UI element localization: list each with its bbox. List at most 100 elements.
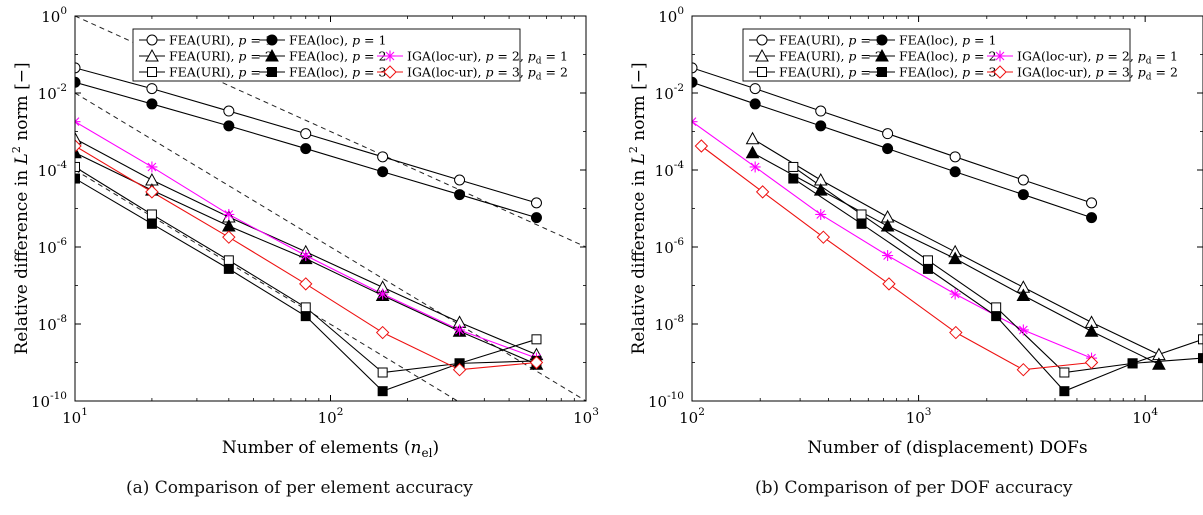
a-xtick-label-2: 103 xyxy=(573,406,599,427)
b-legend-marker-3 xyxy=(875,48,889,62)
b-point-7-5 xyxy=(1016,362,1031,377)
b-point-5-3 xyxy=(991,302,1002,313)
a-point-1-6 xyxy=(530,212,542,224)
legend-label-a-2: FEA(URI), p = 2 xyxy=(169,49,273,64)
a-point-6-3 xyxy=(300,311,311,322)
a-point-7-3 xyxy=(299,277,313,291)
b-point-5-0 xyxy=(788,161,799,172)
a-point-0-6 xyxy=(530,197,542,209)
a-point-6-4 xyxy=(377,386,388,397)
a-point-4-4 xyxy=(377,288,389,300)
b-point-5-1 xyxy=(856,209,867,220)
b-point-0-4 xyxy=(949,151,961,163)
a-legend-marker-4 xyxy=(384,50,396,62)
b-point-7-6 xyxy=(1084,355,1099,370)
legend-label-a-5: FEA(URI), p = 3 xyxy=(169,65,273,80)
a-point-7-6 xyxy=(529,355,544,370)
a-point-6-1 xyxy=(146,218,157,229)
b-point-3-1 xyxy=(813,183,828,196)
b-axes-frame xyxy=(691,15,1203,402)
a-ytick-label-0: 100 xyxy=(41,5,67,26)
b-point-1-1 xyxy=(749,98,761,110)
a-point-7-1 xyxy=(145,185,159,199)
b-xtick-label-2: 104 xyxy=(1132,406,1158,427)
b-point-0-5 xyxy=(1017,174,1029,186)
b-x-axis-label: Number of (displacement) DOFs xyxy=(807,438,1087,458)
b-legend-marker-4 xyxy=(994,50,1006,62)
a-ytick-label-4: 10-8 xyxy=(38,313,67,334)
a-point-1-2 xyxy=(223,120,235,132)
b-ytick-label-5: 10-10 xyxy=(648,390,684,411)
a-point-4-1 xyxy=(146,161,158,173)
b-point-0-3 xyxy=(882,128,894,140)
legend-label-b-0: FEA(URI), p = 1 xyxy=(779,33,883,48)
a-point-5-6 xyxy=(531,334,542,345)
a-point-1-3 xyxy=(300,143,312,155)
b-point-6-4 xyxy=(1059,386,1070,397)
a-point-7-5 xyxy=(452,362,467,377)
legend-label-a-3: FEA(loc), p = 2 xyxy=(289,49,386,64)
a-point-4-2 xyxy=(223,208,235,220)
a-point-7-2 xyxy=(222,230,236,244)
b-point-3-5 xyxy=(1084,324,1099,337)
b-y-axis-label: Relative difference in L2 norm [−] xyxy=(627,62,649,354)
a-point-1-0 xyxy=(75,76,81,88)
b-ytick-label-3: 10-6 xyxy=(655,236,685,257)
a-point-7-0 xyxy=(75,139,82,153)
a-legend-marker-2 xyxy=(145,48,159,62)
legend-label-b-3: FEA(loc), p = 2 xyxy=(899,49,996,64)
b-ytick-label-0: 100 xyxy=(658,5,684,26)
b-plot-content xyxy=(692,62,1203,397)
legend-label-a-1: FEA(loc), p = 1 xyxy=(289,33,386,48)
b-ytick-label-1: 10-2 xyxy=(655,82,684,103)
b-point-4-2 xyxy=(815,208,827,220)
a-point-0-2 xyxy=(223,105,235,117)
legend-label-a-7: IGA(loc-ur), p = 3, pd = 2 xyxy=(407,65,568,83)
a-point-6-0 xyxy=(75,173,80,184)
b-point-6-0 xyxy=(788,173,799,184)
b-point-5-6 xyxy=(1198,334,1203,345)
a-legend-marker-6 xyxy=(267,67,277,77)
a-point-0-3 xyxy=(300,128,312,140)
a-ytick-label-2: 10-4 xyxy=(38,159,68,180)
b-point-1-3 xyxy=(882,143,894,155)
b-point-7-4 xyxy=(949,325,963,340)
a-point-0-5 xyxy=(454,174,466,186)
a-axes-frame xyxy=(74,15,587,402)
a-xtick-label-1: 102 xyxy=(318,406,344,427)
legend-label-b-2: FEA(URI), p = 2 xyxy=(779,49,883,64)
b-point-1-6 xyxy=(1086,212,1098,224)
b-legend-marker-6 xyxy=(877,67,887,77)
b-point-5-2 xyxy=(922,255,933,266)
a-y-axis-label: Relative difference in L2 norm [−] xyxy=(10,62,32,354)
b-legend-marker-1 xyxy=(876,34,888,46)
b-legend-box xyxy=(742,28,1131,82)
b-point-4-5 xyxy=(1017,324,1029,336)
legend-label-a-0: FEA(URI), p = 1 xyxy=(169,33,273,48)
a-point-6-2 xyxy=(223,263,234,274)
a-xtick-label-0: 101 xyxy=(62,406,88,427)
b-point-6-1 xyxy=(856,218,867,229)
b-point-6-6 xyxy=(1198,353,1203,364)
b-point-4-3 xyxy=(882,250,894,262)
b-legend-marker-7 xyxy=(993,65,1007,79)
a-point-0-0 xyxy=(75,62,81,74)
a-point-5-2 xyxy=(223,255,234,266)
a-plot-content xyxy=(75,16,586,401)
b-point-3-4 xyxy=(1016,288,1031,301)
chart-b-svg: 102 103 104 100 10-2 10-4 10-6 10-8 10-10 Number … xyxy=(627,5,1203,458)
b-legend-marker-2 xyxy=(755,48,769,62)
b-point-0-1 xyxy=(749,83,761,95)
b-point-0-2 xyxy=(815,105,827,117)
legend-label-b-4: IGA(loc-ur), p = 2, pd = 1 xyxy=(1017,49,1178,67)
b-legend-marker-0 xyxy=(756,34,768,46)
a-point-4-5 xyxy=(454,324,466,336)
b-point-4-4 xyxy=(949,288,961,300)
a-reference-line-1 xyxy=(75,92,586,401)
a-point-4-0 xyxy=(75,116,81,128)
a-legend-marker-0 xyxy=(146,34,158,46)
b-point-0-6 xyxy=(1086,197,1098,209)
a-legend: FEA(URI), p = 1 FEA(loc), p = 1 FEA(URI), … xyxy=(132,28,568,83)
chart-panel-b: 102 103 104 100 10-2 10-4 10-6 10-8 10-10 Number … xyxy=(602,0,1203,515)
b-point-2-0 xyxy=(745,131,760,145)
